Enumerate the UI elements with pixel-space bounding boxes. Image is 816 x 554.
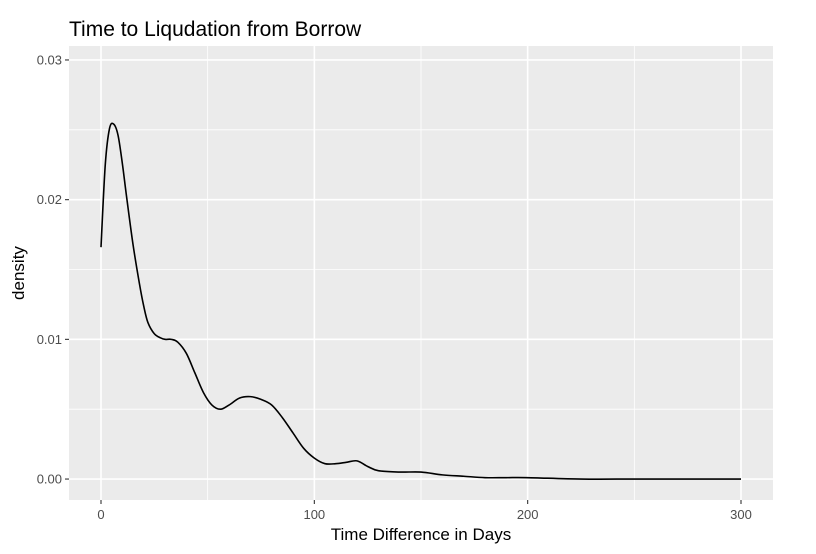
- x-tick-label: 200: [517, 507, 539, 522]
- x-tick-label: 300: [730, 507, 752, 522]
- x-tick-label: 100: [303, 507, 325, 522]
- y-tick-label: 0.03: [37, 52, 62, 67]
- chart-title: Time to Liqudation from Borrow: [69, 18, 362, 41]
- y-tick-label: 0.01: [37, 332, 62, 347]
- axes: 0 100 200 300 0.00 0.01 0.02 0.03: [37, 52, 752, 522]
- density-line: [100, 122, 741, 480]
- series-group: [100, 122, 741, 480]
- y-tick-label: 0.02: [37, 192, 62, 207]
- y-tick-label: 0.00: [37, 472, 62, 487]
- y-axis-title: density: [9, 246, 28, 300]
- x-axis-title: Time Difference in Days: [331, 525, 511, 544]
- x-tick-label: 0: [97, 507, 104, 522]
